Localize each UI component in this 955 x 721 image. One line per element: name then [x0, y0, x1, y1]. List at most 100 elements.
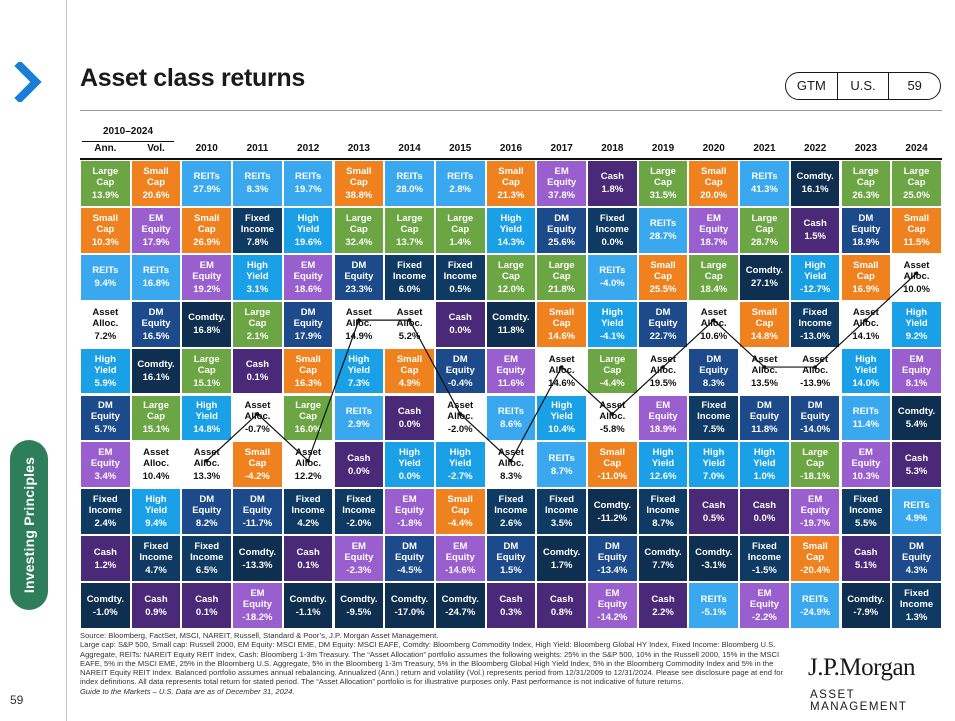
return-value: -11.2%	[597, 512, 628, 524]
return-cell: High Yield -12.7%	[789, 253, 841, 301]
return-cell: Large Cap 15.1%	[130, 394, 182, 442]
return-cell: Fixed Income 2.4%	[80, 488, 131, 536]
pill-page: 59	[888, 73, 940, 99]
asset-class-label: Asset Alloc.	[802, 353, 829, 376]
return-cell: EM Equity -2.3%	[333, 535, 385, 583]
section-tab: Investing Principles	[10, 440, 48, 610]
return-cell: REITs 19.7%	[282, 160, 334, 207]
return-cell: Large Cap 31.5%	[637, 160, 689, 207]
column-header: 2020	[702, 143, 725, 154]
return-value: 0.0%	[449, 325, 472, 337]
return-cell: Cash 1.2%	[80, 535, 131, 583]
return-cell: Asset Alloc. 14.1%	[840, 300, 892, 348]
return-value: 0.8%	[550, 606, 573, 618]
returns-grid: 2010–2024 Ann. Vol. 2010 2011 2012 2013 2014 20…	[80, 126, 942, 629]
return-value: 0.9%	[145, 606, 167, 618]
asset-class-label: Asset Alloc.	[193, 447, 220, 470]
header-rule	[80, 158, 942, 160]
return-value: 0.1%	[297, 559, 319, 571]
return-value: -1.5%	[752, 565, 777, 577]
asset-class-label: Comdty.	[492, 312, 530, 324]
asset-class-label: REITs	[193, 171, 220, 183]
return-cell: Cash 0.0%	[434, 300, 486, 348]
asset-class-label: Fixed Income	[342, 494, 376, 517]
return-cell: High Yield 9.4%	[130, 488, 182, 536]
return-value: 21.8%	[548, 283, 576, 295]
summary-period-header: 2010–2024	[102, 126, 154, 137]
asset-class-label: REITs	[548, 452, 575, 464]
asset-class-label: Cash	[600, 171, 624, 183]
return-value: 14.8%	[750, 330, 778, 342]
asset-class-label: Small Cap	[143, 165, 169, 188]
return-value: 2.8%	[449, 184, 472, 196]
asset-class-label: REITs	[802, 593, 829, 605]
asset-class-label: Large Cap	[92, 165, 119, 188]
return-value: 14.9%	[345, 330, 373, 342]
asset-class-label: Comdty.	[340, 593, 378, 605]
return-value: 26.9%	[193, 236, 221, 248]
asset-class-label: Asset Alloc.	[599, 400, 626, 423]
return-cell: REITs -5.1%	[688, 582, 740, 629]
return-cell: EM Equity 19.2%	[181, 253, 233, 301]
asset-class-label: Fixed Income	[798, 306, 832, 329]
return-cell: Small Cap 11.5%	[891, 206, 942, 254]
asset-class-label: EM Equity	[851, 447, 881, 470]
return-value: 14.0%	[852, 377, 880, 389]
asset-class-label: Comdty.	[441, 593, 479, 605]
return-cell: Small Cap 4.9%	[384, 347, 435, 395]
return-cell: EM Equity 37.8%	[536, 160, 587, 207]
asset-class-label: Cash	[144, 593, 168, 605]
column-header: 2024	[905, 143, 928, 154]
asset-class-label: Small Cap	[650, 259, 676, 282]
return-value: 7.8%	[246, 236, 269, 248]
return-value: 8.7%	[550, 465, 573, 477]
return-cell: Asset Alloc. 14.6%	[536, 347, 587, 395]
return-cell: REITs 11.4%	[840, 394, 892, 442]
return-value: 1.8%	[601, 184, 624, 196]
asset-class-label: Asset Alloc.	[447, 400, 474, 423]
asset-class-label: Cash	[803, 218, 827, 230]
asset-class-label: Cash	[854, 546, 878, 558]
asset-class-label: Large Cap	[650, 165, 676, 188]
return-value: 23.3%	[345, 283, 373, 295]
return-value: -1.0%	[92, 606, 118, 618]
return-value: 2.1%	[246, 330, 269, 342]
column-header: 2010	[195, 143, 218, 154]
return-value: 16.0%	[294, 424, 322, 436]
return-cell: Small Cap 25.5%	[637, 253, 689, 301]
asset-class-label: DM Equity	[445, 353, 475, 376]
return-cell: Large Cap 15.1%	[181, 347, 233, 395]
asset-class-label: Comdty.	[542, 546, 581, 558]
asset-class-label: Fixed Income	[494, 494, 528, 517]
return-cell: Asset Alloc. 10.6%	[688, 300, 740, 348]
asset-class-label: Large Cap	[295, 400, 322, 423]
return-cell: DM Equity -11.7%	[232, 488, 283, 536]
return-value: 4.9%	[905, 512, 928, 524]
return-cell: Comdty. 11.8%	[485, 300, 537, 348]
asset-class-label: Fixed Income	[88, 494, 122, 517]
return-value: -19.7%	[800, 518, 831, 530]
return-value: -12.7%	[800, 283, 831, 295]
return-cell: Small Cap 20.0%	[688, 160, 740, 207]
asset-class-label: Comdty.	[238, 546, 277, 558]
asset-class-label: EM Equity	[547, 165, 577, 188]
return-value: 9.4%	[94, 278, 117, 290]
return-value: 26.3%	[852, 189, 880, 201]
asset-class-label: Large Cap	[498, 259, 524, 282]
return-cell: Fixed Income 4.7%	[130, 535, 182, 583]
asset-class-label: Comdty.	[695, 546, 733, 558]
return-cell: Asset Alloc. 5.2%	[384, 300, 435, 348]
return-value: 1.5%	[500, 565, 522, 577]
asset-class-label: Small Cap	[903, 212, 930, 235]
return-value: 17.9%	[142, 236, 170, 248]
asset-class-label: Small Cap	[194, 212, 220, 235]
asset-class-label: Fixed Income	[899, 588, 934, 611]
asset-class-label: High Yield	[347, 353, 371, 376]
return-cell: Asset Alloc. 12.2%	[282, 441, 334, 489]
asset-class-label: REITs	[396, 171, 423, 183]
return-cell: Small Cap 14.6%	[536, 300, 587, 348]
return-cell: Cash 1.8%	[587, 160, 638, 207]
return-cell: REITs 27.9%	[181, 160, 233, 207]
asset-class-label: EM Equity	[141, 212, 171, 235]
asset-class-label: Asset Alloc.	[396, 306, 423, 329]
